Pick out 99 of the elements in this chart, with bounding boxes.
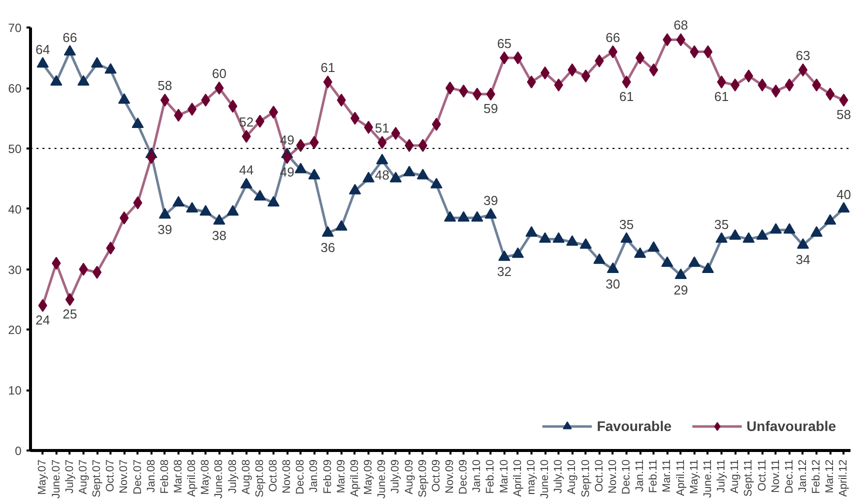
x-tick-label: Mar.11 (661, 460, 674, 492)
x-tick-label: Sept.10 (580, 460, 592, 498)
x-tick-label: Nov.08 (281, 459, 294, 494)
x-tick-label: Sept.09 (416, 460, 429, 498)
y-tick-label: 60 (8, 82, 22, 96)
x-tick-label: July.08 (226, 459, 239, 494)
legend-label: Unfavourable (746, 418, 836, 434)
data-label: 61 (320, 60, 336, 76)
data-label: 39 (484, 192, 498, 208)
x-tick-label: Oct.07 (104, 460, 117, 492)
data-label: 32 (497, 264, 512, 280)
x-tick-label: Dec.11 (783, 459, 796, 494)
x-tick-label: Dec.07 (132, 459, 144, 494)
data-label: 58 (836, 107, 851, 122)
data-label: 59 (484, 101, 498, 116)
x-tick-label: Nov.07 (118, 459, 130, 494)
x-tick-label: Jan.09 (308, 459, 320, 493)
y-tick-label: 50 (8, 142, 22, 156)
data-label: 24 (35, 312, 50, 328)
x-tick-label: April.08 (186, 460, 198, 497)
x-tick-label: Nov.11 (770, 459, 782, 493)
data-label: 30 (606, 276, 620, 292)
x-tick-label: May.11 (688, 459, 700, 494)
x-tick-label: Feb.12 (810, 459, 823, 494)
x-tick-label: may.10 (525, 459, 538, 495)
x-tick-label: June.10 (539, 459, 552, 499)
x-tick-label: Jan.11 (634, 459, 646, 492)
x-tick-label: Nov.09 (444, 459, 456, 494)
x-tick-label: Mar.08 (172, 459, 184, 494)
data-label: 44 (239, 162, 254, 178)
data-label: 61 (619, 89, 634, 104)
x-tick-label: Oct.09 (430, 460, 442, 492)
data-label: 68 (674, 18, 688, 33)
x-tick-label: June.08 (213, 459, 226, 499)
data-label: 61 (714, 89, 729, 104)
y-tick-label: 70 (8, 21, 22, 36)
data-label: 36 (320, 240, 336, 256)
x-tick-label: Aug.07 (77, 459, 90, 494)
x-tick-label: June.11 (702, 460, 714, 498)
data-label: 39 (158, 222, 172, 237)
x-tick-label: Oct.10 (593, 460, 606, 492)
x-tick-label: Jan.10 (471, 459, 484, 493)
data-label: 34 (796, 252, 810, 268)
x-tick-label: Sept.08 (254, 460, 266, 498)
y-tick-label: 20 (8, 323, 22, 338)
data-label: 38 (212, 228, 226, 243)
x-tick-label: May.09 (362, 459, 375, 495)
x-tick-label: July.09 (390, 459, 402, 494)
data-label: 65 (497, 36, 512, 51)
data-label: 48 (374, 168, 390, 183)
y-tick-label: 0 (14, 444, 22, 458)
x-tick-label: Mar.12 (824, 459, 836, 494)
x-tick-label: Mar.10 (498, 459, 510, 494)
x-tick-label: Dec.09 (458, 459, 470, 494)
x-tick-label: Feb.08 (158, 459, 171, 494)
x-tick-label: Dec.08 (294, 459, 307, 494)
y-tick-label: 30 (8, 262, 22, 277)
x-tick-label: Aug.10 (566, 459, 578, 494)
x-tick-label: Mar.09 (335, 459, 348, 494)
x-tick-label: May.07 (36, 459, 49, 495)
x-tick-label: Nov.10 (606, 459, 619, 494)
data-label: 63 (796, 48, 810, 63)
x-tick-label: Jan.08 (145, 459, 158, 493)
x-tick-label: May.08 (200, 459, 212, 495)
x-tick-label: April.09 (348, 460, 361, 497)
data-label: 66 (62, 30, 78, 45)
data-label: 35 (714, 217, 729, 232)
data-label: 29 (674, 282, 688, 298)
x-tick-label: Feb.11 (648, 459, 660, 493)
x-tick-label: April.10 (512, 460, 524, 497)
y-tick-label: 40 (8, 202, 22, 216)
data-label: 58 (158, 78, 172, 94)
x-tick-label: April.12 (838, 460, 850, 497)
x-tick-label: Aug.08 (240, 459, 252, 494)
x-tick-label: Oct.08 (268, 460, 280, 492)
x-tick-label: Sept.11 (742, 459, 755, 497)
x-tick-label: July.10 (552, 459, 565, 494)
x-tick-label: Feb.10 (484, 459, 497, 494)
x-tick-label: Aug.11 (729, 459, 742, 494)
x-tick-label: Feb.09 (322, 459, 334, 494)
x-tick-label: Oct.11 (756, 459, 768, 492)
data-label: 64 (35, 42, 50, 57)
x-tick-label: Aug.09 (403, 459, 416, 494)
x-tick-label: June.07 (50, 459, 62, 499)
data-label: 51 (374, 120, 390, 136)
x-tick-label: June.09 (376, 459, 388, 499)
x-tick-label: Dec.10 (620, 459, 632, 494)
x-tick-label: April.11 (674, 459, 687, 496)
data-label: 66 (606, 30, 620, 45)
data-label: 60 (212, 66, 226, 82)
x-tick-label: Sept.07 (91, 460, 104, 498)
x-tick-label: July.11 (716, 459, 728, 493)
y-tick-label: 10 (8, 384, 22, 398)
legend-label: Favourable (596, 418, 672, 434)
data-label: 25 (62, 306, 78, 322)
x-tick-label: July.07 (64, 459, 76, 494)
data-label: 35 (619, 217, 634, 232)
data-label: 40 (836, 186, 851, 202)
x-tick-label: Jan.12 (796, 459, 809, 493)
